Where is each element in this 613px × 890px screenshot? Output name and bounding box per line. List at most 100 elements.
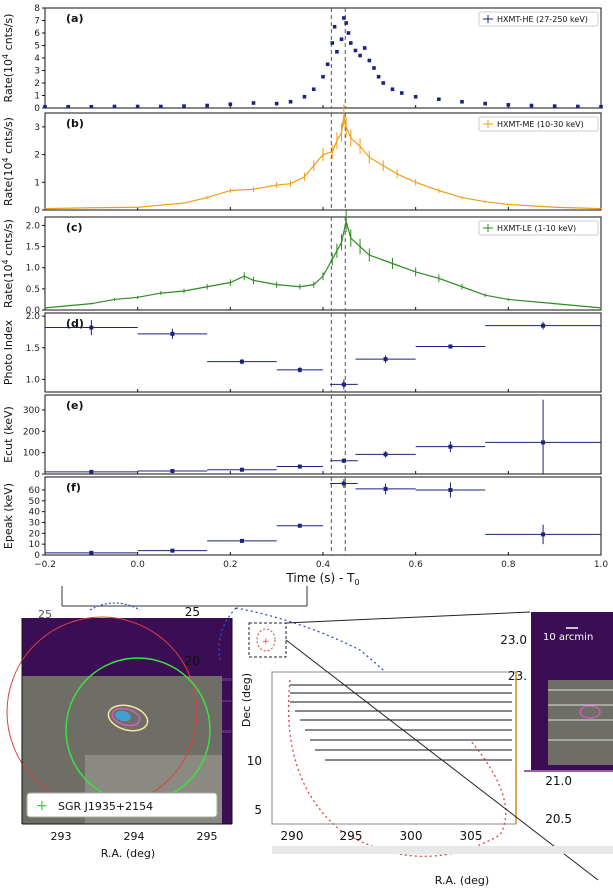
y-tick-label: 200 <box>23 427 40 437</box>
svg-text:23.0: 23.0 <box>500 633 527 647</box>
y-tick-label: 0 <box>34 551 40 561</box>
data-point <box>335 49 339 54</box>
svg-text:295: 295 <box>197 830 218 843</box>
data-point <box>297 464 302 469</box>
inset-left-corner-tick: 25 <box>38 608 52 621</box>
legend-label: HXMT-LE (1-10 keV) <box>497 224 576 233</box>
data-point <box>541 440 546 445</box>
data-point <box>321 74 325 79</box>
svg-text:20.5: 20.5 <box>545 812 572 826</box>
data-point <box>170 548 175 553</box>
data-point <box>346 31 351 35</box>
y-tick-label: 1 <box>34 92 40 102</box>
y-tick-label: 2 <box>34 79 40 89</box>
svg-text:25: 25 <box>185 605 200 619</box>
panel-frame <box>44 394 602 475</box>
data-point <box>341 481 346 486</box>
data-point <box>159 104 163 109</box>
y-axis-label: Rate(104 cnts/s) <box>1 14 15 103</box>
svg-text:5: 5 <box>254 803 262 817</box>
data-point <box>325 62 330 67</box>
series-line <box>44 221 602 309</box>
svg-text:10: 10 <box>247 754 262 768</box>
data-point <box>383 486 388 491</box>
y-tick-label: 2.0 <box>26 312 41 322</box>
data-point <box>576 104 580 109</box>
data-point <box>552 104 557 108</box>
data-point <box>170 331 175 336</box>
inset-left-legend-text: SGR J1935+2154 <box>58 800 153 813</box>
x-tick-label: 0.2 <box>223 560 237 570</box>
svg-text:21.0: 21.0 <box>545 774 572 788</box>
data-point <box>43 104 47 109</box>
y-tick-label: 0 <box>34 104 40 114</box>
data-point <box>302 94 307 99</box>
x-tick-label: 0.8 <box>501 560 516 570</box>
data-point <box>297 523 302 528</box>
data-point <box>135 104 140 109</box>
inset-mid-y-label: Dec (deg) <box>240 673 253 727</box>
y-tick-label: 3 <box>34 67 40 77</box>
panel-label: (f) <box>66 481 81 494</box>
y-tick-label: 8 <box>34 4 40 14</box>
y-tick-label: 3 <box>34 123 40 133</box>
data-point <box>541 323 546 328</box>
x-tick-label: 0.6 <box>409 560 424 570</box>
data-point <box>506 103 511 107</box>
data-point <box>239 538 244 543</box>
y-tick-label: 2 <box>34 151 40 161</box>
data-point <box>170 469 175 474</box>
inset-mid-scanlines <box>290 684 512 761</box>
inset-mid-x-label: R.A. (deg) <box>435 874 489 887</box>
inset-mid-y-ticks: 25 20 10 5 <box>185 605 262 817</box>
data-point <box>66 104 70 109</box>
data-point <box>342 16 346 20</box>
data-point <box>599 104 603 109</box>
x-tick-label: 0.4 <box>316 560 331 570</box>
x-tick-label: −0.2 <box>34 560 56 570</box>
y-tick-label: 1.5 <box>26 243 40 253</box>
data-point <box>448 488 453 492</box>
inset-right-y-ticks: 23.0 23. 21.0 20.5 <box>500 633 572 826</box>
panel-c: 0.0 0.5 1.0 1.5 2.0 (c) HXMT-LE (1-10 keV) Rate… <box>1 210 602 316</box>
data-point <box>362 46 367 50</box>
data-point <box>367 58 372 63</box>
data-point <box>112 104 117 109</box>
y-tick-label: 300 <box>23 406 40 416</box>
sky-map-insets: 25 + SGR J1935+2154 293 294 295 R.A. (de… <box>6 586 613 887</box>
svg-text:23.: 23. <box>508 669 527 683</box>
y-axis-label: Photo Index <box>2 319 15 385</box>
x-tick-label: 1.0 <box>594 560 609 570</box>
data-point <box>383 357 388 362</box>
data-point <box>341 458 346 463</box>
data-point <box>228 102 233 107</box>
legend-label: HXMT-ME (10-30 keV) <box>497 120 584 129</box>
y-tick-label: 1.0 <box>26 264 41 274</box>
y-tick-label: 100 <box>23 449 40 459</box>
data-point <box>330 41 335 45</box>
data-point <box>358 53 362 58</box>
panel-label: (d) <box>66 317 84 330</box>
data-point <box>89 325 94 330</box>
inset-left-legend <box>26 792 218 818</box>
panel-frame <box>44 312 602 393</box>
data-point <box>311 87 316 92</box>
y-tick-label: 0 <box>34 470 40 480</box>
svg-text:+: + <box>262 637 270 647</box>
legend-box <box>478 220 599 236</box>
data-point <box>399 91 404 95</box>
sgr-marker-icon: + <box>36 798 48 814</box>
data-point <box>376 74 381 79</box>
y-tick-label: 60 <box>29 486 41 496</box>
data-point <box>483 101 487 106</box>
y-axis-label: Epeak (keV) <box>2 483 15 549</box>
svg-text:300: 300 <box>400 829 423 843</box>
panel-d: 1.0 1.5 2.0 (d) Photo Index <box>2 312 602 393</box>
panel-e: 0 100 200 300 (e) Ecut (keV) <box>2 394 602 480</box>
time-axis: −0.2 0.0 0.2 0.4 0.6 0.8 1.0 Time (s) - T0 <box>34 560 608 587</box>
data-point <box>541 532 546 537</box>
inset-left-x-ticks: 293 294 295 <box>51 830 218 843</box>
y-tick-label: 1 <box>34 178 40 188</box>
data-point <box>349 41 353 45</box>
